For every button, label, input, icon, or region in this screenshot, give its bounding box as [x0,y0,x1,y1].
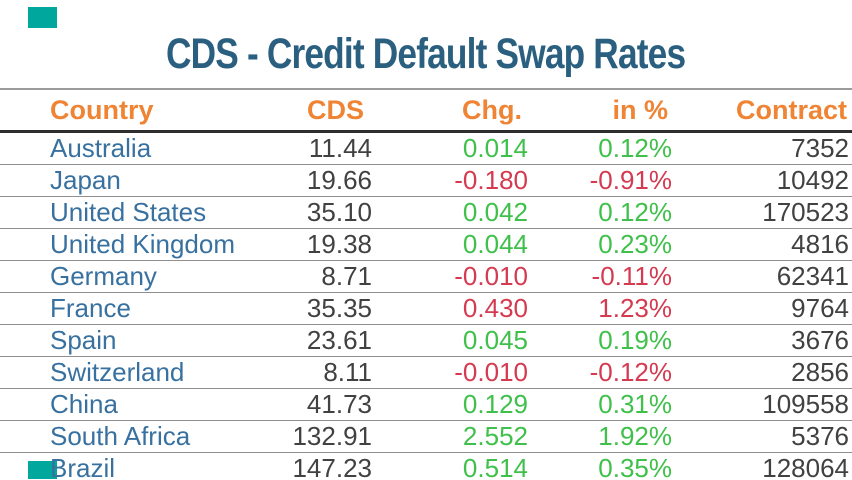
cds-cell: 35.10 [306,197,372,227]
table-row: Germany 8.71 -0.010 -0.11% 62341 [0,261,852,293]
pct-cell: 0.19% [598,325,672,355]
table-row: Switzerland 8.11 -0.010 -0.12% 2856 [0,357,852,389]
cds-cell: 23.61 [306,325,372,355]
chg-cell: 2.552 [462,421,528,451]
cds-cell: 35.35 [306,293,372,323]
country-cell: Japan [50,165,121,195]
pct-cell: 0.12% [598,197,672,227]
column-header-in-pct: in % [612,94,668,125]
table-row: Brazil 147.23 0.514 0.35% 128064 [0,453,852,480]
country-cell: Germany [50,261,157,291]
accent-square-bottom-left [28,461,57,479]
chg-cell: -0.010 [454,357,528,387]
pct-cell: -0.12% [589,357,672,387]
contract-cell: 4816 [791,229,849,259]
table-row: China 41.73 0.129 0.31% 109558 [0,389,852,421]
country-cell: France [50,293,131,323]
page-title: CDS - Credit Default Swap Rates [0,33,852,76]
accent-square-top-left [28,7,57,28]
pct-cell: -0.11% [591,261,672,291]
pct-cell: 1.92% [598,421,672,451]
contract-cell: 7352 [791,133,849,163]
table-header-row: Country CDS Chg. in % Contract [0,90,852,130]
pct-cell: 0.35% [598,453,672,480]
contract-cell: 5376 [791,421,849,451]
contract-cell: 10492 [776,165,849,195]
pct-cell: 1.23% [598,293,672,323]
contract-cell: 170523 [762,197,849,227]
cds-cell: 41.73 [306,389,372,419]
contract-cell: 128064 [762,453,849,480]
contract-cell: 3676 [791,325,849,355]
table-row: France 35.35 0.430 1.23% 9764 [0,293,852,325]
table-row: Australia 11.44 0.014 0.12% 7352 [0,133,852,165]
title-divider [0,88,852,90]
column-header-chg: Chg. [462,94,522,125]
column-header-cds: CDS [306,94,364,125]
contract-cell: 9764 [791,293,849,323]
column-header-country: Country [50,94,154,125]
contract-cell: 62341 [776,261,849,291]
table-body: Australia 11.44 0.014 0.12% 7352 Japan 19.66 -0… [0,133,852,480]
page-title-text: CDS - Credit Default Swap Rates [166,30,686,78]
pct-cell: 0.12% [598,133,672,163]
chg-cell: -0.010 [454,261,528,291]
pct-cell: 0.31% [598,389,672,419]
pct-cell: 0.23% [598,229,672,259]
table-row: South Africa 132.91 2.552 1.92% 5376 [0,421,852,453]
cds-cell: 132.91 [292,421,372,451]
contract-cell: 109558 [762,389,849,419]
cds-cell: 19.66 [306,165,372,195]
chg-cell: 0.129 [462,389,528,419]
country-cell: South Africa [50,421,191,451]
chg-cell: 0.014 [462,133,528,163]
chg-cell: 0.044 [462,229,528,259]
cds-cell: 19.38 [306,229,372,259]
pct-cell: -0.91% [589,165,672,195]
table-row: Spain 23.61 0.045 0.19% 3676 [0,325,852,357]
table-row: United Kingdom 19.38 0.044 0.23% 4816 [0,229,852,261]
country-cell: United States [50,197,207,227]
contract-cell: 2856 [791,357,849,387]
chg-cell: 0.042 [462,197,528,227]
cds-cell: 11.44 [308,133,372,163]
header-divider [0,130,852,133]
country-cell: United Kingdom [50,229,235,259]
country-cell: Spain [50,325,117,355]
column-header-contract: Contract [735,94,847,125]
chg-cell: 0.045 [462,325,528,355]
chg-cell: 0.514 [462,453,528,480]
country-cell: China [50,389,118,419]
cds-cell: 8.11 [323,357,372,387]
chg-cell: 0.430 [462,293,528,323]
table-row: United States 35.10 0.042 0.12% 170523 [0,197,852,229]
cds-cell: 8.71 [321,261,372,291]
country-cell: Brazil [50,453,116,480]
country-cell: Switzerland [50,357,185,387]
table-row: Japan 19.66 -0.180 -0.91% 10492 [0,165,852,197]
country-cell: Australia [50,133,152,163]
cds-cell: 147.23 [292,453,372,480]
chg-cell: -0.180 [454,165,528,195]
